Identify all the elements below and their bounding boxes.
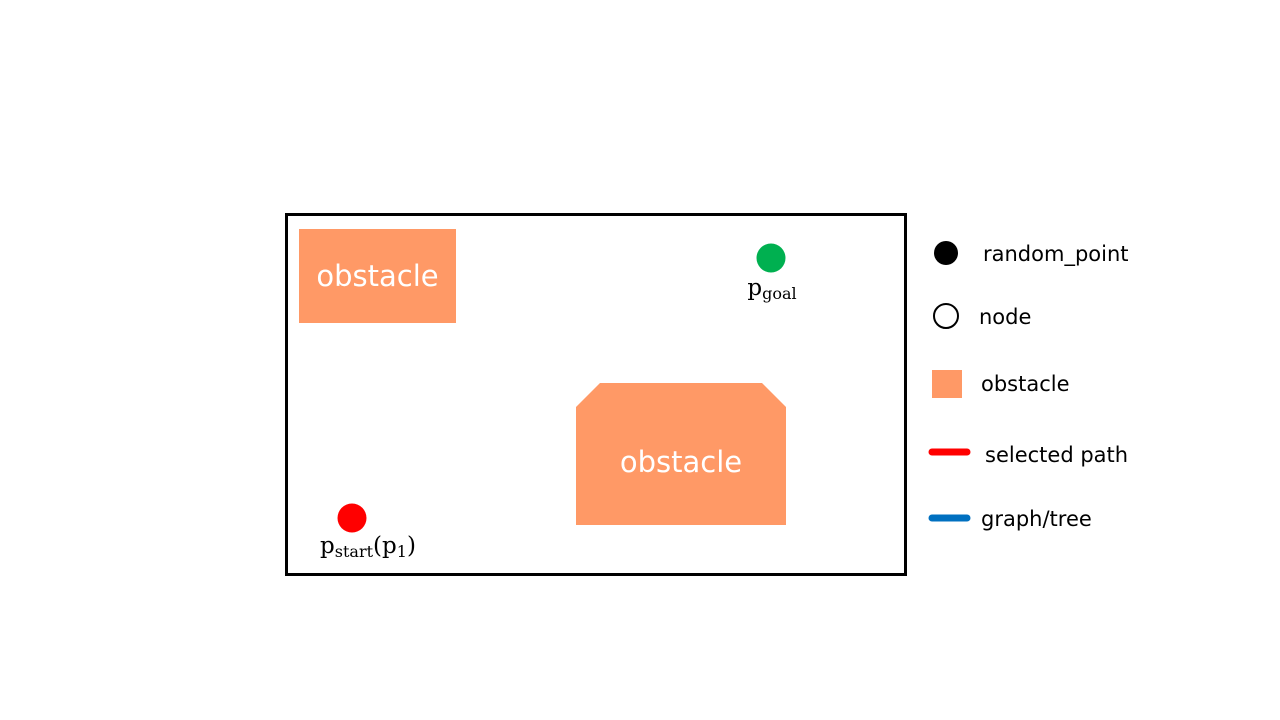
legend-item-selected-path: selected path [928, 443, 1128, 467]
goal-label: pgoal [747, 275, 796, 303]
goal-marker [756, 243, 786, 273]
legend-label: obstacle [981, 372, 1070, 396]
start-marker [337, 503, 367, 533]
legend-item-obstacle: obstacle [932, 370, 1070, 398]
legend-label: random_point [983, 242, 1129, 267]
legend-label: graph/tree [981, 507, 1092, 531]
start-label: pstart(p1) [320, 533, 416, 561]
filled-circle-icon [934, 241, 958, 265]
obstacle-center: obstacle [576, 383, 786, 525]
obstacle-shape [299, 229, 456, 323]
legend: random_point node obstacle selected path… [928, 241, 1129, 531]
filled-square-icon [932, 370, 962, 398]
goal-point: pgoal [747, 243, 797, 303]
obstacle-top-left: obstacle [299, 229, 456, 323]
start-point: pstart(p1) [320, 503, 416, 561]
obstacle-label: obstacle [620, 445, 742, 479]
obstacle-shape [576, 383, 786, 525]
legend-item-node: node [933, 303, 1031, 329]
legend-label: selected path [985, 443, 1128, 467]
hollow-circle-icon [933, 303, 959, 329]
obstacle-label: obstacle [316, 259, 438, 293]
legend-label: node [979, 305, 1031, 329]
legend-item-random-point: random_point [934, 241, 1129, 267]
legend-item-graph-tree: graph/tree [928, 507, 1092, 531]
